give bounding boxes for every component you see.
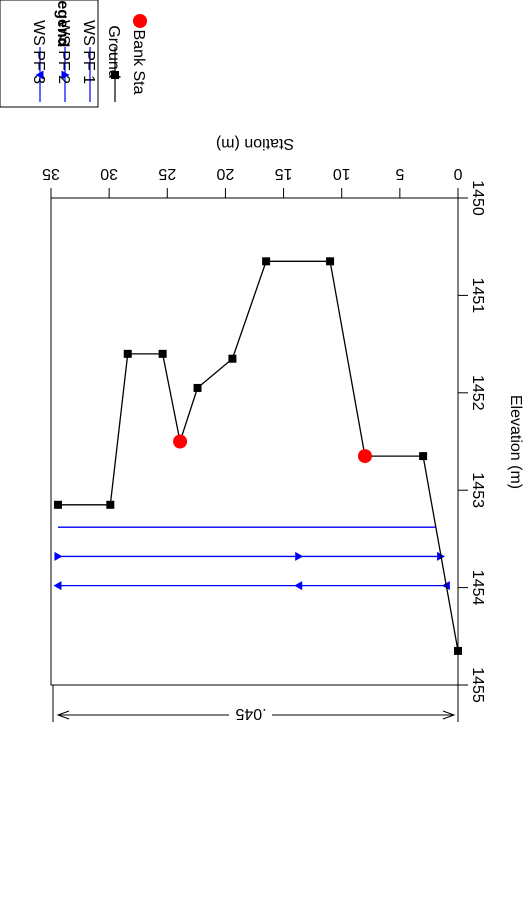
legend-entry-ws-pf-1: WS PF 1 xyxy=(80,20,97,102)
legend-marker-ws-pf-3 xyxy=(35,70,44,80)
data-point-ground xyxy=(158,349,167,358)
data-point-ground xyxy=(193,383,202,392)
legend-label-bank-sta: Bank Sta xyxy=(130,30,147,95)
data-point-ws-pf-2 xyxy=(295,551,304,561)
series-layer xyxy=(53,257,462,655)
y-tick-label: 1455 xyxy=(469,667,486,703)
x-tick-label: 20 xyxy=(216,165,234,182)
y-tick-label: 1451 xyxy=(469,278,486,314)
series-bank-sta xyxy=(173,434,372,464)
data-point-ground xyxy=(106,500,115,509)
x-tick-label: 25 xyxy=(158,165,176,182)
extent-arrow-right xyxy=(56,710,70,720)
series-ws-pf-2 xyxy=(54,551,446,561)
data-point-bank-sta xyxy=(173,434,188,449)
plot-area xyxy=(50,197,459,686)
series-ws-pf-3 xyxy=(53,581,450,591)
manning-label: .045 xyxy=(235,705,266,722)
series-ground xyxy=(53,257,462,655)
data-point-ground xyxy=(419,452,428,461)
data-point-ws-pf-3 xyxy=(294,581,303,591)
y-tick-label: 1452 xyxy=(469,375,486,411)
legend-entries: WS PF 3 WS PF 2 WS PF 1 Ground Bank Sta xyxy=(30,14,147,102)
chart-rotated-group: 0 5 10 15 20 25 30 35 1450 1451 1452 1453 1454 1455 S… xyxy=(0,0,524,722)
legend-marker-ws-pf-2 xyxy=(61,70,70,80)
legend-entry-ws-pf-3: WS PF 3 xyxy=(30,20,47,102)
y-axis-title: Elevation (m) xyxy=(507,395,524,489)
legend-entry-ws-pf-2: WS PF 2 xyxy=(55,20,72,102)
legend-entry-bank-sta: Bank Sta xyxy=(130,14,147,95)
data-point-ground xyxy=(262,257,271,266)
legend-entry-ground: Ground xyxy=(105,25,122,102)
axis-layer: 0 5 10 15 20 25 30 35 1450 1451 1452 1453 1454 1455 xyxy=(42,165,486,703)
data-point-ground xyxy=(53,500,62,509)
legend-marker-ground xyxy=(111,71,119,79)
data-point-ws-pf-3 xyxy=(53,581,62,591)
legend-label-ground: Ground xyxy=(105,25,122,78)
x-tick-label: 10 xyxy=(333,165,351,182)
series-line-ground xyxy=(57,260,459,652)
legend-label-ws-pf-2: WS PF 2 xyxy=(55,20,72,84)
y-tick-label: 1450 xyxy=(469,180,486,216)
legend-title: Legend xyxy=(54,0,71,47)
legend-box xyxy=(0,0,99,108)
data-point-ground xyxy=(123,349,132,358)
legend-label-ws-pf-1: WS PF 1 xyxy=(80,20,97,84)
data-point-ground xyxy=(228,354,237,363)
x-tick-label: 0 xyxy=(453,165,462,182)
data-point-ground xyxy=(326,257,335,266)
legend-label-ws-pf-3: WS PF 3 xyxy=(30,20,47,84)
data-point-bank-sta xyxy=(357,449,372,464)
x-tick-label: 30 xyxy=(100,165,118,182)
x-axis-title: Station (m) xyxy=(216,135,294,152)
extent-arrow-left xyxy=(442,710,456,720)
legend: Legend WS PF 3 WS PF 2 WS PF 1 Ground Bank S… xyxy=(0,0,147,108)
data-point-ws-pf-2 xyxy=(54,551,63,561)
y-tick-label: 1454 xyxy=(469,570,486,606)
y-tick-label: 1453 xyxy=(469,472,486,508)
x-tick-label: 15 xyxy=(275,165,293,182)
x-tick-label: 35 xyxy=(42,165,60,182)
data-point-ground xyxy=(454,646,462,655)
manning-extent-indicator: .045 xyxy=(52,685,459,722)
x-tick-label: 5 xyxy=(395,165,404,182)
legend-marker-bank-sta xyxy=(133,14,147,28)
